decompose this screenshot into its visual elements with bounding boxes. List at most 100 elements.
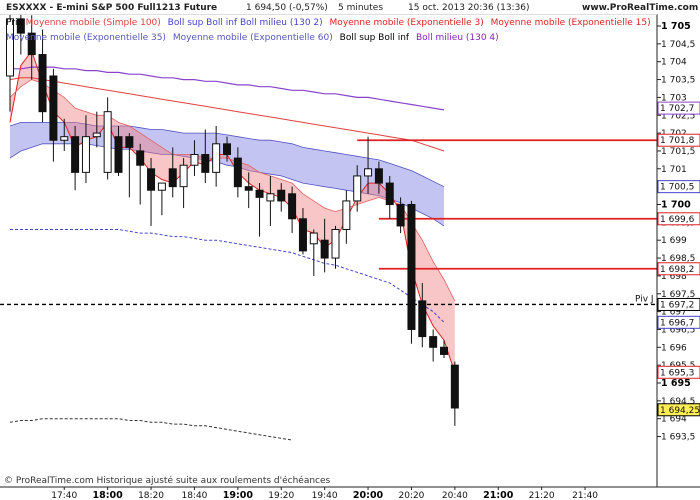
level-label-box: [657, 212, 700, 226]
candle-body: [266, 193, 275, 202]
candle[interactable]: [201, 129, 210, 184]
candle-body: [298, 218, 307, 252]
candle-body: [60, 136, 69, 141]
symbol-title[interactable]: ESXXXX - E-mini S&P 500 Full1213 Future: [6, 3, 217, 13]
candle[interactable]: [103, 97, 112, 180]
candle[interactable]: [6, 0, 14, 112]
candle[interactable]: [429, 329, 438, 362]
header-bar: [0, 0, 700, 14]
candle-body: [27, 32, 36, 56]
price-label-box: [657, 403, 700, 417]
candle[interactable]: [364, 136, 373, 194]
candle[interactable]: [277, 183, 286, 212]
candle[interactable]: [331, 225, 340, 269]
candle[interactable]: [385, 175, 394, 219]
candle[interactable]: [244, 172, 253, 209]
candle-body: [201, 154, 210, 173]
candle-body: [364, 168, 373, 177]
candle[interactable]: [179, 158, 188, 209]
candle-body: [385, 182, 394, 206]
candle-body: [92, 132, 101, 138]
candle-body: [136, 150, 145, 166]
y-tick-label: 1 696,5: [661, 325, 695, 335]
candle-body: [6, 18, 14, 77]
level-label-text: 1 701,8: [660, 136, 695, 146]
y-axis-panel: [657, 0, 700, 500]
candle[interactable]: [114, 125, 123, 176]
candle-body: [212, 143, 221, 173]
candle-body: [190, 154, 199, 166]
candle[interactable]: [60, 118, 69, 151]
y-tick-label: 1 697,5: [661, 290, 695, 300]
candle[interactable]: [168, 147, 177, 198]
footer-note: © ProRealTime.com Historique ajusté suit…: [4, 475, 331, 486]
y-tick-label: 1 698: [661, 272, 687, 282]
indicator-legend-line-2[interactable]: Moyenne mobile (Exponentielle 35) Moyenn…: [6, 33, 499, 43]
candle[interactable]: [418, 283, 427, 348]
level-label-text: 1 698,2: [660, 265, 694, 275]
candle[interactable]: [71, 125, 80, 191]
candle[interactable]: [212, 125, 221, 187]
candle[interactable]: [353, 165, 362, 212]
candle[interactable]: [255, 183, 264, 237]
x-tick-label: 18:40: [181, 491, 207, 500]
candle[interactable]: [320, 218, 329, 273]
candle-body: [49, 75, 58, 141]
candle-body: [429, 336, 438, 348]
candle[interactable]: [342, 190, 351, 244]
candle-body: [168, 168, 177, 188]
ema-ribbon-fill: [10, 51, 455, 373]
candle[interactable]: [190, 140, 199, 176]
y-tick-label: 1 704,5: [661, 40, 695, 50]
period-label: 5 minutes: [338, 3, 383, 13]
candle[interactable]: [136, 143, 145, 205]
y-tick-label: 1 702,5: [661, 111, 695, 121]
indicator-legend-line-1[interactable]: Prix Moyenne mobile (Simple 100) Boll su…: [6, 18, 651, 28]
candle[interactable]: [157, 182, 166, 216]
candle[interactable]: [92, 111, 101, 148]
candle-body: [450, 364, 459, 409]
legend-sma100: Moyenne mobile (Simple 100): [26, 18, 161, 28]
candle-body: [374, 168, 383, 184]
x-tick-label: 21:00: [483, 490, 514, 500]
candle[interactable]: [223, 136, 231, 162]
x-axis-panel: [0, 487, 700, 500]
candle-body: [38, 54, 47, 113]
candle[interactable]: [81, 115, 90, 184]
candle[interactable]: [288, 186, 297, 234]
site-link[interactable]: www.ProRealTime.com: [582, 3, 698, 13]
candle[interactable]: [298, 208, 307, 255]
candle[interactable]: [374, 161, 383, 194]
candle[interactable]: [440, 340, 448, 359]
y-tick-label: 1 701,5: [661, 147, 695, 157]
candle-body: [288, 193, 297, 220]
candle[interactable]: [125, 133, 134, 198]
candle-body: [331, 228, 340, 259]
level-label-text: 1 699,6: [660, 215, 695, 225]
legend-bollinger-130-2: Boll sup Boll inf Boll milieu (130 2): [168, 18, 323, 28]
y-tick-label: 1 694,5: [661, 397, 695, 407]
candle-body: [342, 200, 351, 230]
candle[interactable]: [147, 158, 156, 226]
y-tick-label: 1 698,5: [661, 254, 695, 264]
candle-body: [223, 143, 231, 156]
candle[interactable]: [266, 175, 275, 226]
x-tick-label: 20:40: [442, 491, 468, 500]
candle-body: [244, 186, 253, 191]
candle[interactable]: [396, 197, 405, 234]
candle-body: [233, 157, 242, 188]
candle[interactable]: [49, 68, 58, 162]
candle[interactable]: [309, 229, 318, 276]
candle[interactable]: [27, 15, 36, 80]
candle[interactable]: [233, 147, 242, 198]
datetime-label: 15 oct. 2013 20:36 (13:36): [408, 3, 530, 13]
price-label-box: [657, 101, 700, 115]
y-tick-label: 1 695: [661, 378, 691, 389]
candle[interactable]: [38, 29, 47, 123]
y-tick-label: 1 703,5: [661, 76, 695, 86]
candle[interactable]: [450, 361, 459, 426]
candle[interactable]: [407, 200, 416, 344]
y-tick-label: 1 701: [661, 165, 687, 175]
